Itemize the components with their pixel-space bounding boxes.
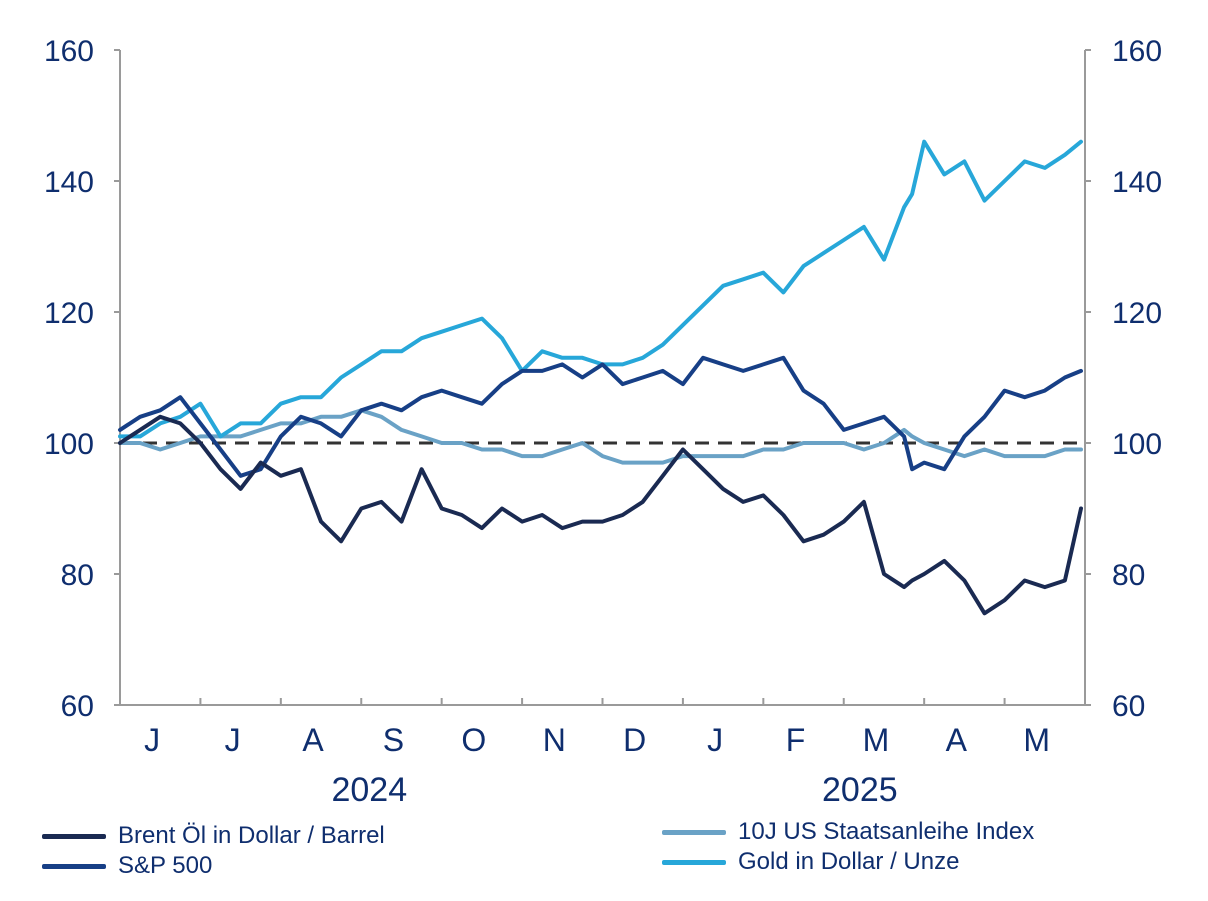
series-line-brent-l-in-dollar-barrel [118,414,1083,616]
legend-label-gold: Gold in Dollar / Unze [738,848,960,875]
x-tick-label-month: J [144,722,160,758]
legend-swatch-treasury [662,829,726,835]
x-tick-label-month: O [461,722,486,758]
x-tick-label-month: D [623,722,646,758]
y-tick-label-left: 160 [44,35,94,68]
y-tick-label-left: 80 [61,559,94,592]
legend-item-brent: Brent Öl in Dollar / Barrel [42,822,385,850]
y-tick-label-right: 100 [1112,428,1162,461]
x-tick-label-month: A [302,722,324,758]
x-tick-label-month: J [225,722,241,758]
y-tick-label-right: 60 [1112,690,1145,723]
x-tick-label-month: J [707,722,723,758]
y-tick-label-right: 80 [1112,559,1145,592]
legend-label-treasury: 10J US Staatsanleihe Index [738,818,1035,845]
legend-swatch-sp500 [42,863,106,869]
y-tick-label-right: 160 [1112,35,1162,68]
legend-label-brent: Brent Öl in Dollar / Barrel [118,822,385,849]
x-year-label: 2024 [331,771,407,809]
legend-swatch-gold [662,859,726,865]
y-tick-label-left: 100 [44,428,94,461]
series-group [118,139,1083,616]
x-tick-label-month: F [786,722,806,758]
y-tick-label-right: 120 [1112,297,1162,330]
x-year-label: 2025 [822,771,898,809]
series-line-10j-us-staatsanleihe-index [118,408,1083,465]
x-tick-label-month: N [543,722,566,758]
x-tick-label-month: S [383,722,404,758]
y-tick-label-right: 140 [1112,166,1162,199]
tick-labels-group: 60 60 80 80 100 100 120 120 140 140 160 160 J J A S O N D J… [44,35,1162,809]
chart: 60 60 80 80 100 100 120 120 140 140 160 160 J J A S O N D J… [44,35,1162,809]
legend-swatch-brent [42,833,106,839]
x-tick-label-month: M [863,722,890,758]
legend-item-treasury: 10J US Staatsanleihe Index [662,818,1034,846]
series-line-s-p-500 [118,355,1083,478]
legend-item-sp500: S&P 500 [42,852,212,880]
axes-group [114,49,1091,706]
x-tick-label-month: A [946,722,968,758]
y-tick-label-left: 140 [44,166,94,199]
series-line-gold-in-dollar-unze [118,139,1083,439]
y-tick-label-left: 60 [61,690,94,723]
legend-item-gold: Gold in Dollar / Unze [662,848,959,876]
x-tick-label-month: M [1023,722,1050,758]
y-tick-label-left: 120 [44,297,94,330]
legend-label-sp500: S&P 500 [118,852,213,879]
